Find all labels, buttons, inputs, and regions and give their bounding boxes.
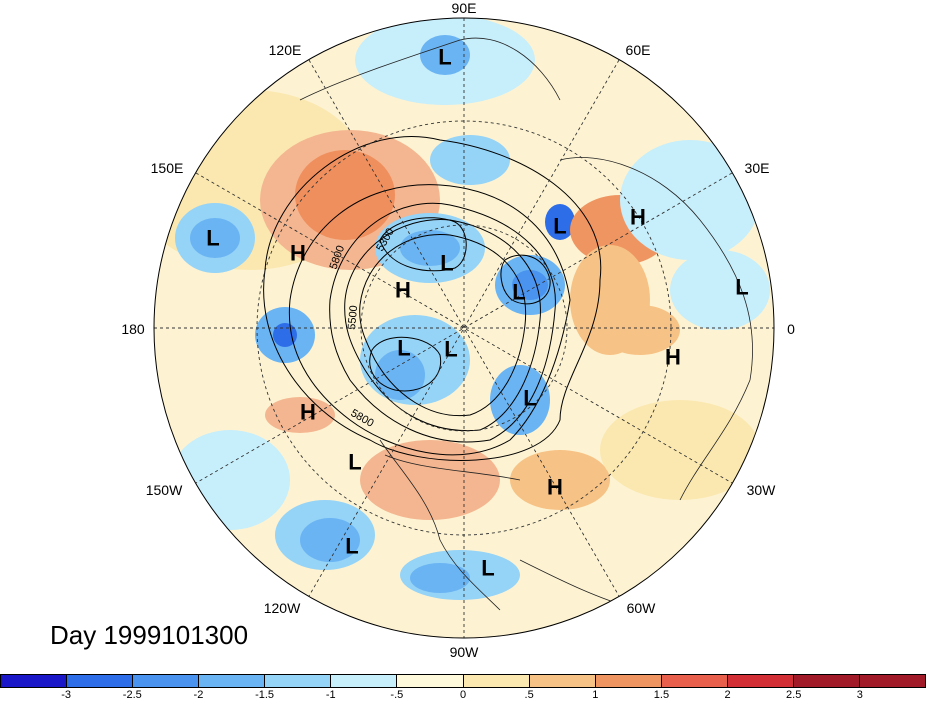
colorbar-swatch: [133, 675, 200, 687]
colorbar-swatch: [67, 675, 134, 687]
low-pressure-label: L: [512, 280, 525, 305]
colorbar-swatch: [793, 675, 861, 687]
colorbar-swatch: [727, 675, 794, 687]
colorbar-swatch: [595, 675, 662, 687]
anomaly-field: [154, 18, 774, 638]
colorbar-swatch: [529, 675, 596, 687]
date-title: Day 1999101300: [50, 620, 249, 650]
lon-label-90w: 90W: [449, 644, 479, 660]
lon-label-180: 180: [121, 321, 145, 337]
colorbar-tick-label: -2: [193, 689, 204, 701]
low-pressure-label: L: [348, 450, 361, 475]
colorbar-swatch: [661, 675, 728, 687]
colorbar-swatch: [199, 675, 266, 687]
low-pressure-label: L: [440, 251, 453, 276]
low-pressure-label: L: [444, 337, 457, 362]
colorbar-swatch: [265, 675, 332, 687]
colorbar-swatch: [397, 675, 464, 687]
colorbar-tick-label: -.5: [390, 689, 404, 701]
low-pressure-label: L: [481, 556, 494, 581]
lon-label-90e: 90E: [451, 0, 477, 16]
map-boundary: [153, 17, 775, 639]
lon-label-150w: 150W: [145, 482, 183, 498]
lon-label-120w: 120W: [263, 600, 301, 616]
colorbar-tick-label: 1.5: [653, 689, 670, 701]
high-pressure-label: H: [630, 205, 646, 230]
colorbar-tick-label: -2.5: [122, 689, 142, 701]
colorbar-tick-label: -1.5: [255, 689, 275, 701]
pressure-centers: L L H L H L L H L L L H L H L H L L: [206, 45, 748, 581]
low-pressure-label: L: [438, 45, 451, 70]
height-contours: [263, 136, 602, 461]
colorbar-tick-label: -1: [325, 689, 336, 701]
colorbar-tick-label: 1: [592, 689, 599, 701]
colorbar-tick-label: -3: [61, 689, 72, 701]
colorbar-swatch: [860, 675, 926, 687]
contour-label: 5500: [346, 305, 360, 330]
high-pressure-label: H: [395, 278, 411, 303]
lon-label-30e: 30E: [744, 160, 770, 176]
lon-label-30w: 30W: [746, 482, 776, 498]
colorbar: [0, 674, 926, 688]
low-pressure-label: L: [553, 214, 566, 239]
lon-label-120e: 120E: [268, 42, 302, 58]
high-pressure-label: H: [300, 400, 316, 425]
colorbar-swatch: [1, 675, 68, 687]
high-pressure-label: H: [290, 241, 306, 266]
lon-label-0: 0: [787, 321, 795, 337]
low-pressure-label: L: [735, 275, 748, 300]
colorbar-tick-label: 2.5: [786, 689, 802, 701]
lon-label-60e: 60E: [625, 42, 651, 58]
colorbar-tick-label: 2: [724, 689, 731, 701]
high-pressure-label: H: [665, 345, 681, 370]
low-pressure-label: L: [523, 386, 536, 411]
graticule: [154, 18, 774, 638]
colorbar-swatch: [463, 675, 530, 687]
high-pressure-label: H: [547, 475, 563, 500]
low-pressure-label: L: [206, 226, 219, 251]
colorbar-tick-label: 0: [459, 689, 467, 701]
low-pressure-label: L: [345, 534, 358, 559]
colorbar-tick-label: 3: [856, 689, 863, 701]
colorbar-tick-label: .5: [524, 689, 534, 701]
lon-label-60w: 60W: [626, 600, 656, 616]
colorbar-swatch: [331, 675, 398, 687]
low-pressure-label: L: [397, 336, 410, 361]
lon-label-150e: 150E: [150, 160, 184, 176]
